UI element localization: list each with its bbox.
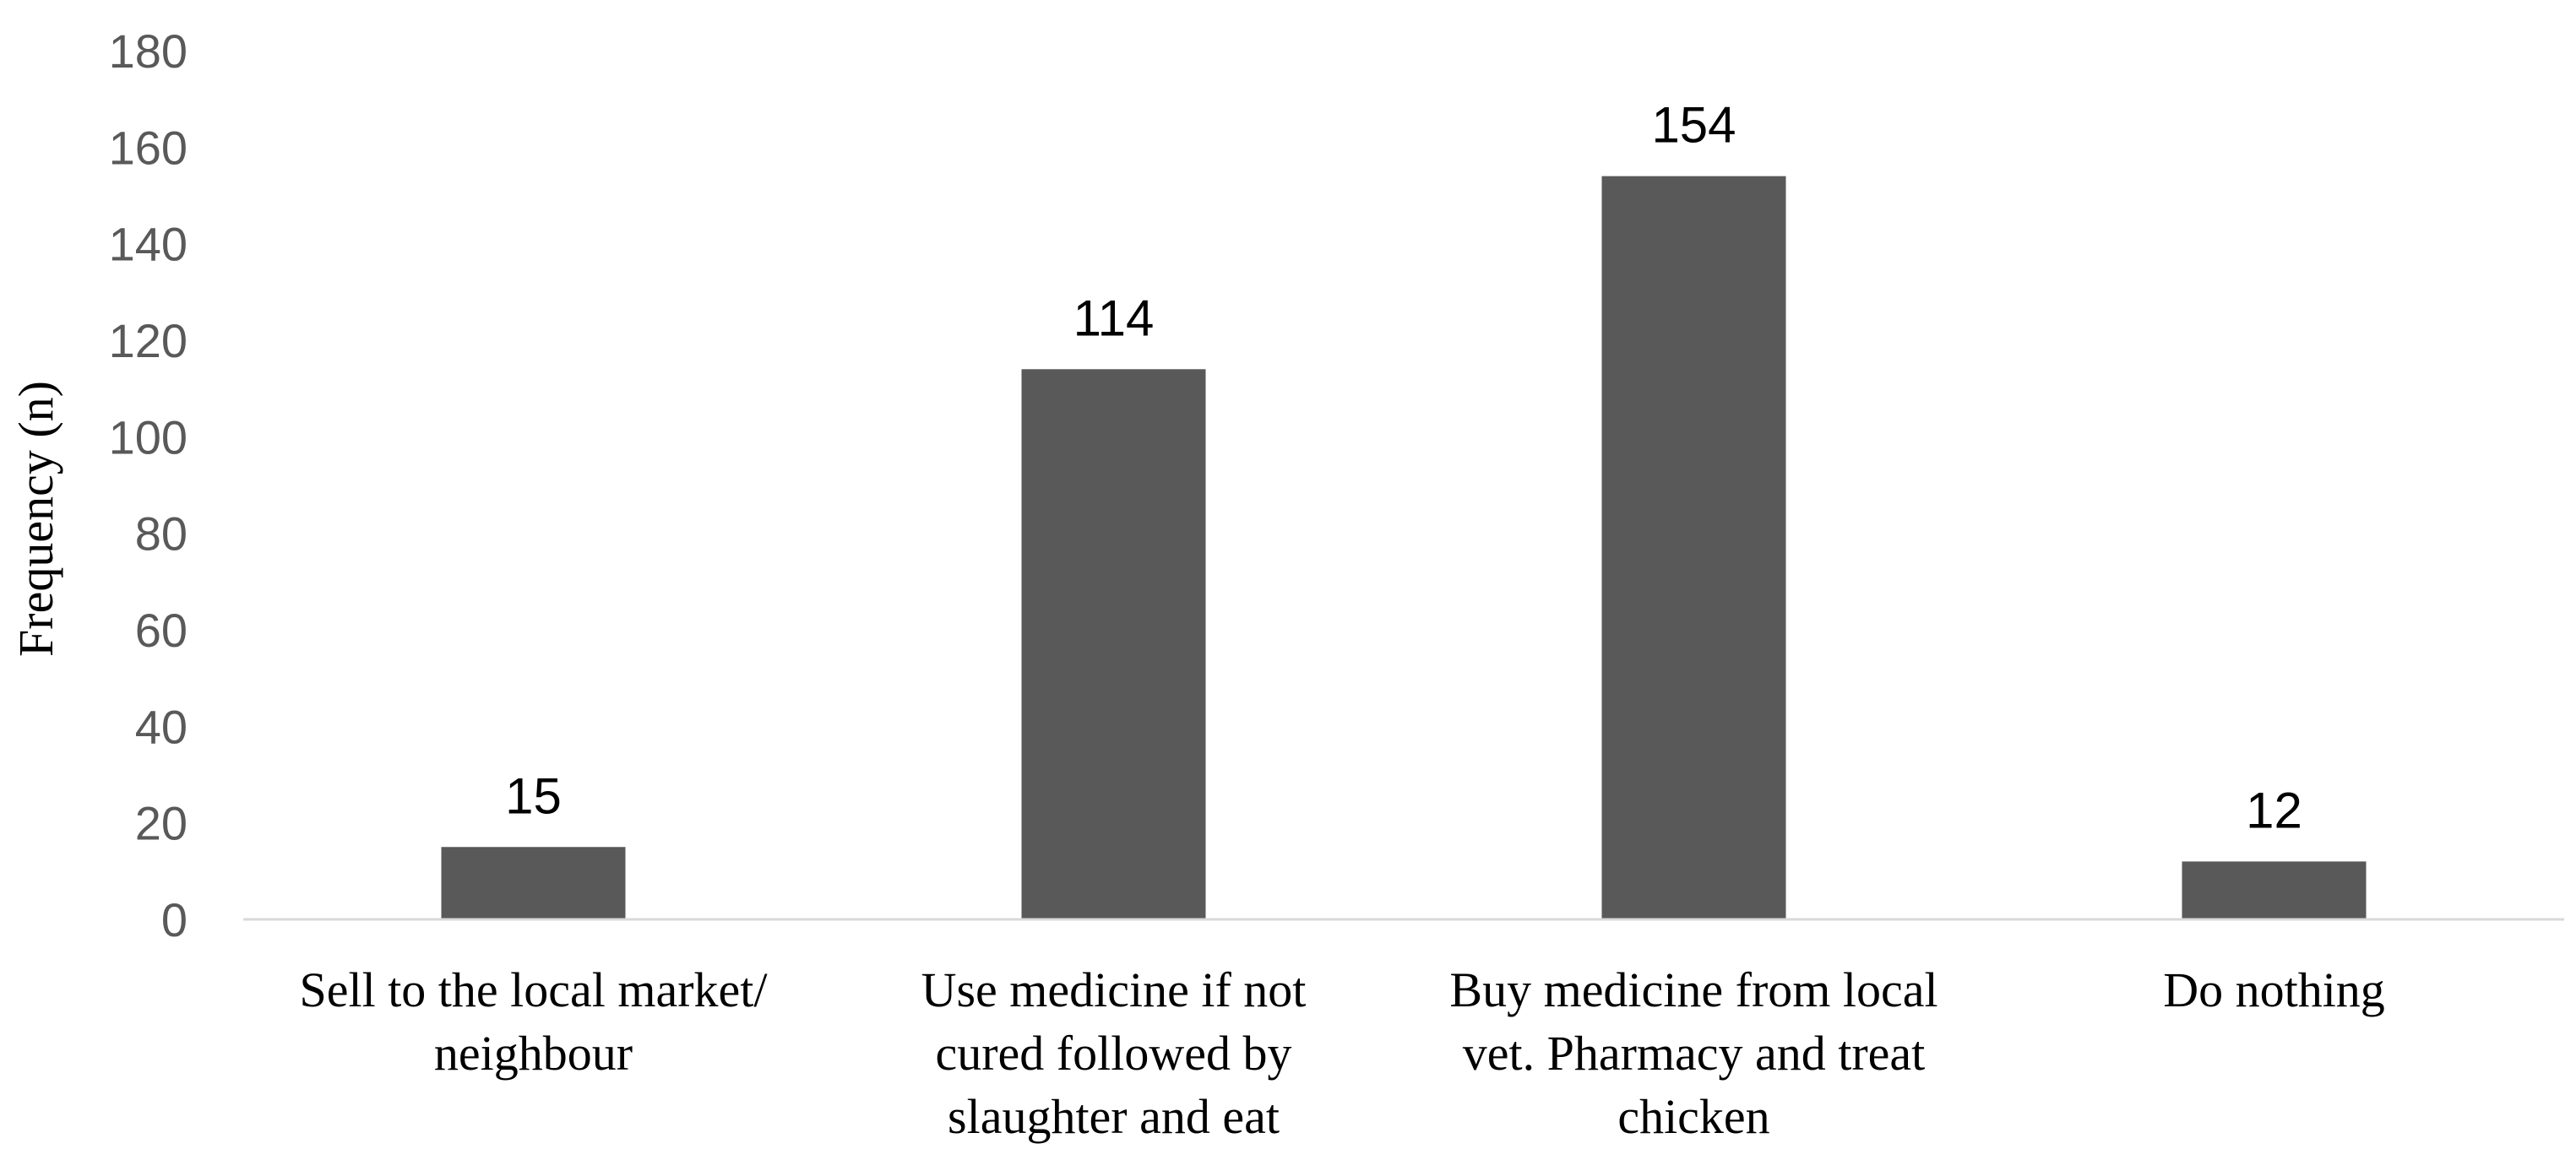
x-category-label-line: neighbour [434,1026,633,1081]
x-category-label-line: vet. Pharmacy and treat [1463,1026,1926,1081]
bars [441,176,2367,920]
bar [1601,176,1786,920]
y-tick-label: 40 [135,700,187,753]
x-category-label: Buy medicine from local vet. Pharmacy and… [1449,962,1937,1144]
y-tick-label: 80 [135,507,187,561]
data-labels: 15 114 154 12 [505,97,2302,839]
x-category-label: Sell to the local market/neighbour [299,962,768,1081]
data-label: 15 [505,767,562,824]
y-axis-title: Frequency (n) [8,381,63,657]
bar [1021,369,1206,919]
data-label: 154 [1651,97,1736,154]
bar [441,847,626,919]
y-tick-label: 160 [109,121,187,174]
y-tick-label: 180 [109,24,187,78]
y-tick-label: 100 [109,410,187,463]
data-label: 114 [1073,290,1155,346]
y-tick-label: 120 [109,314,187,367]
x-category-label-line: Buy medicine from local [1449,962,1937,1017]
x-category-label-line: chicken [1617,1089,1769,1144]
x-category-label-line: slaughter and eat [948,1089,1280,1144]
x-category-label: Use medicine if not cured followed by slau… [921,962,1307,1144]
x-axis-category-labels: Sell to the local market/neighbour Use me… [299,962,2384,1144]
x-category-label-line: Do nothing [2163,962,2385,1017]
x-category-label: Do nothing [2163,962,2385,1017]
y-tick-label: 60 [135,604,187,657]
x-category-label-line: Use medicine if not [921,962,1307,1017]
x-category-label-line: cured followed by [936,1026,1292,1081]
y-tick-label: 140 [109,218,187,271]
y-tick-label: 20 [135,797,187,850]
x-category-label-line: Sell to the local market/ [299,962,768,1017]
y-tick-label: 0 [161,893,187,946]
bar [2182,861,2367,919]
data-label: 12 [2246,782,2302,838]
y-axis-ticks: 0 20 40 60 80 100 120 140 160 180 [109,24,187,946]
